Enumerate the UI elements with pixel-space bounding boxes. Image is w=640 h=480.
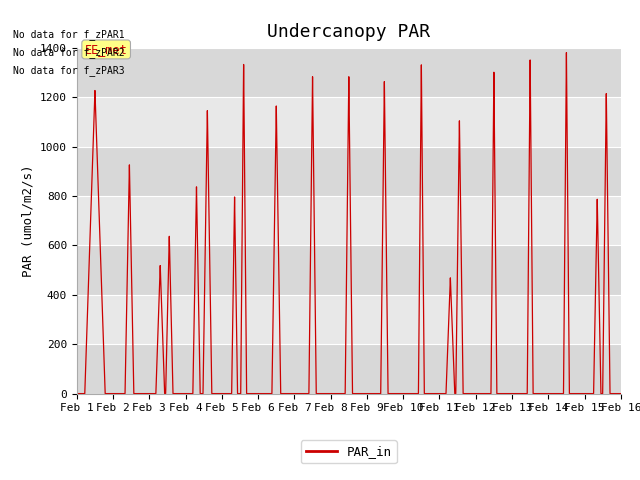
Legend: PAR_in: PAR_in bbox=[301, 440, 397, 463]
Bar bbox=[77, 97, 621, 147]
Text: No data for f_zPAR3: No data for f_zPAR3 bbox=[13, 65, 124, 76]
Bar bbox=[77, 295, 621, 344]
Title: Undercanopy PAR: Undercanopy PAR bbox=[268, 23, 430, 41]
Bar bbox=[77, 245, 621, 295]
Bar bbox=[77, 344, 621, 394]
Bar bbox=[77, 196, 621, 245]
Y-axis label: PAR (umol/m2/s): PAR (umol/m2/s) bbox=[22, 165, 35, 277]
Text: No data for f_zPAR1: No data for f_zPAR1 bbox=[13, 29, 124, 40]
Text: EE_met: EE_met bbox=[84, 43, 127, 56]
Text: No data for f_zPAR2: No data for f_zPAR2 bbox=[13, 47, 124, 58]
Bar bbox=[77, 48, 621, 97]
Bar bbox=[77, 147, 621, 196]
